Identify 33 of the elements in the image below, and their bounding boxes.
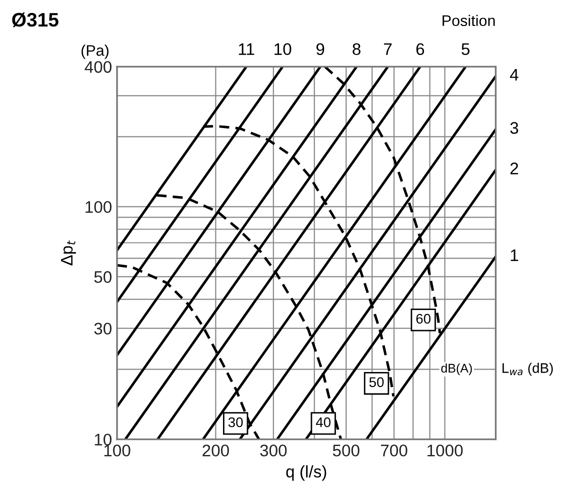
text: Position	[442, 14, 495, 26]
annotation: 60	[416, 314, 431, 324]
y-axis-title: Δp$_{t}$	[61, 240, 76, 266]
y-tick-label: 100	[86, 201, 112, 213]
y-tick-label: 30	[94, 322, 112, 335]
x-tick-label: 1000	[428, 444, 463, 456]
series-label: 9	[316, 43, 324, 56]
x-tick-label: 200	[202, 444, 229, 456]
x-axis-title: q (l/s)	[286, 465, 326, 481]
y-tick-label: 10	[94, 434, 112, 446]
x-tick-label: 500	[332, 444, 360, 456]
series-label: 5	[462, 43, 470, 56]
text: L$_{wa}$ (dB)	[502, 362, 553, 376]
series-label: 1	[510, 249, 518, 261]
series-label: 10	[274, 43, 292, 56]
chart-title: Ø315	[12, 12, 58, 28]
x-tick-label: 300	[260, 444, 287, 456]
text: (Pa)	[82, 44, 108, 59]
series-label: 4	[510, 69, 518, 81]
series-label: 11	[238, 43, 254, 55]
series-label: 8	[352, 43, 360, 56]
series-label: 3	[510, 122, 518, 134]
x-tick-label: 100	[104, 444, 130, 456]
annotation: 30	[228, 417, 243, 428]
series-label: 2	[510, 162, 518, 174]
x-tick-label: 700	[380, 444, 408, 456]
series-label: 7	[384, 43, 392, 55]
series-label: 6	[416, 43, 424, 56]
annotation: 40	[316, 417, 331, 428]
annotation: 50	[369, 377, 384, 388]
annotation: dB(A)	[441, 363, 472, 376]
y-tick-label: 50	[94, 271, 112, 283]
y-tick-label: 400	[84, 61, 112, 73]
